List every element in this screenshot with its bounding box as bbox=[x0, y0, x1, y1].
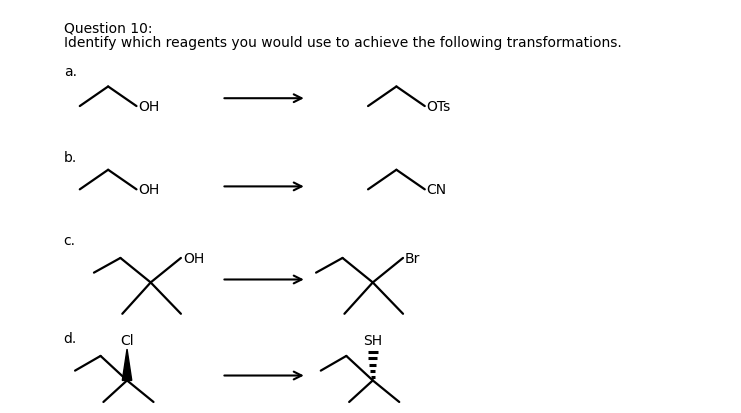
Text: a.: a. bbox=[64, 65, 77, 79]
Text: OH: OH bbox=[183, 252, 204, 265]
Text: Br: Br bbox=[405, 252, 420, 265]
Polygon shape bbox=[122, 349, 132, 380]
Text: OTs: OTs bbox=[427, 100, 451, 114]
Text: c.: c. bbox=[64, 234, 76, 248]
Text: Question 10:: Question 10: bbox=[64, 22, 152, 36]
Text: Identify which reagents you would use to achieve the following transformations.: Identify which reagents you would use to… bbox=[64, 36, 622, 50]
Text: b.: b. bbox=[64, 151, 77, 165]
Text: OH: OH bbox=[139, 100, 159, 114]
Text: d.: d. bbox=[64, 332, 77, 346]
Text: CN: CN bbox=[427, 183, 447, 197]
Text: Cl: Cl bbox=[120, 333, 134, 347]
Text: OH: OH bbox=[139, 183, 159, 197]
Text: SH: SH bbox=[363, 333, 382, 347]
